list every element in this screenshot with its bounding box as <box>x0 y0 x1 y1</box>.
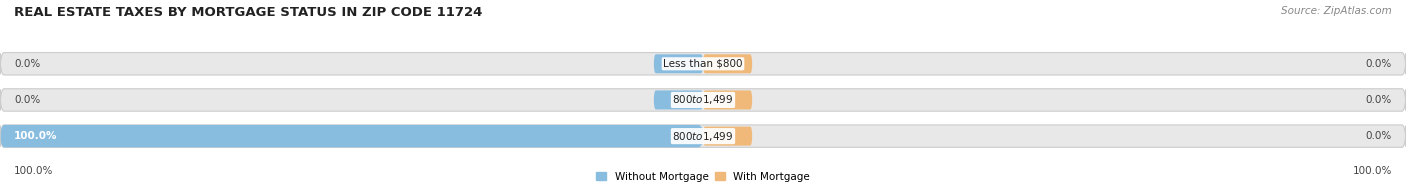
FancyBboxPatch shape <box>703 127 752 146</box>
Text: Source: ZipAtlas.com: Source: ZipAtlas.com <box>1281 6 1392 16</box>
Text: $800 to $1,499: $800 to $1,499 <box>672 93 734 106</box>
FancyBboxPatch shape <box>0 53 1406 75</box>
FancyBboxPatch shape <box>654 54 703 73</box>
Text: 100.0%: 100.0% <box>1353 166 1392 176</box>
Text: 0.0%: 0.0% <box>1365 95 1392 105</box>
FancyBboxPatch shape <box>0 125 1406 147</box>
Text: Less than $800: Less than $800 <box>664 59 742 69</box>
FancyBboxPatch shape <box>703 54 752 73</box>
Text: 0.0%: 0.0% <box>14 59 41 69</box>
FancyBboxPatch shape <box>654 90 703 110</box>
Text: 0.0%: 0.0% <box>14 95 41 105</box>
Text: 100.0%: 100.0% <box>14 166 53 176</box>
Text: REAL ESTATE TAXES BY MORTGAGE STATUS IN ZIP CODE 11724: REAL ESTATE TAXES BY MORTGAGE STATUS IN … <box>14 6 482 19</box>
Text: 0.0%: 0.0% <box>1365 131 1392 141</box>
Text: 100.0%: 100.0% <box>14 131 58 141</box>
FancyBboxPatch shape <box>0 125 703 147</box>
FancyBboxPatch shape <box>654 127 703 146</box>
Text: $800 to $1,499: $800 to $1,499 <box>672 130 734 143</box>
Legend: Without Mortgage, With Mortgage: Without Mortgage, With Mortgage <box>596 172 810 182</box>
FancyBboxPatch shape <box>0 89 1406 111</box>
FancyBboxPatch shape <box>703 90 752 110</box>
Text: 0.0%: 0.0% <box>1365 59 1392 69</box>
